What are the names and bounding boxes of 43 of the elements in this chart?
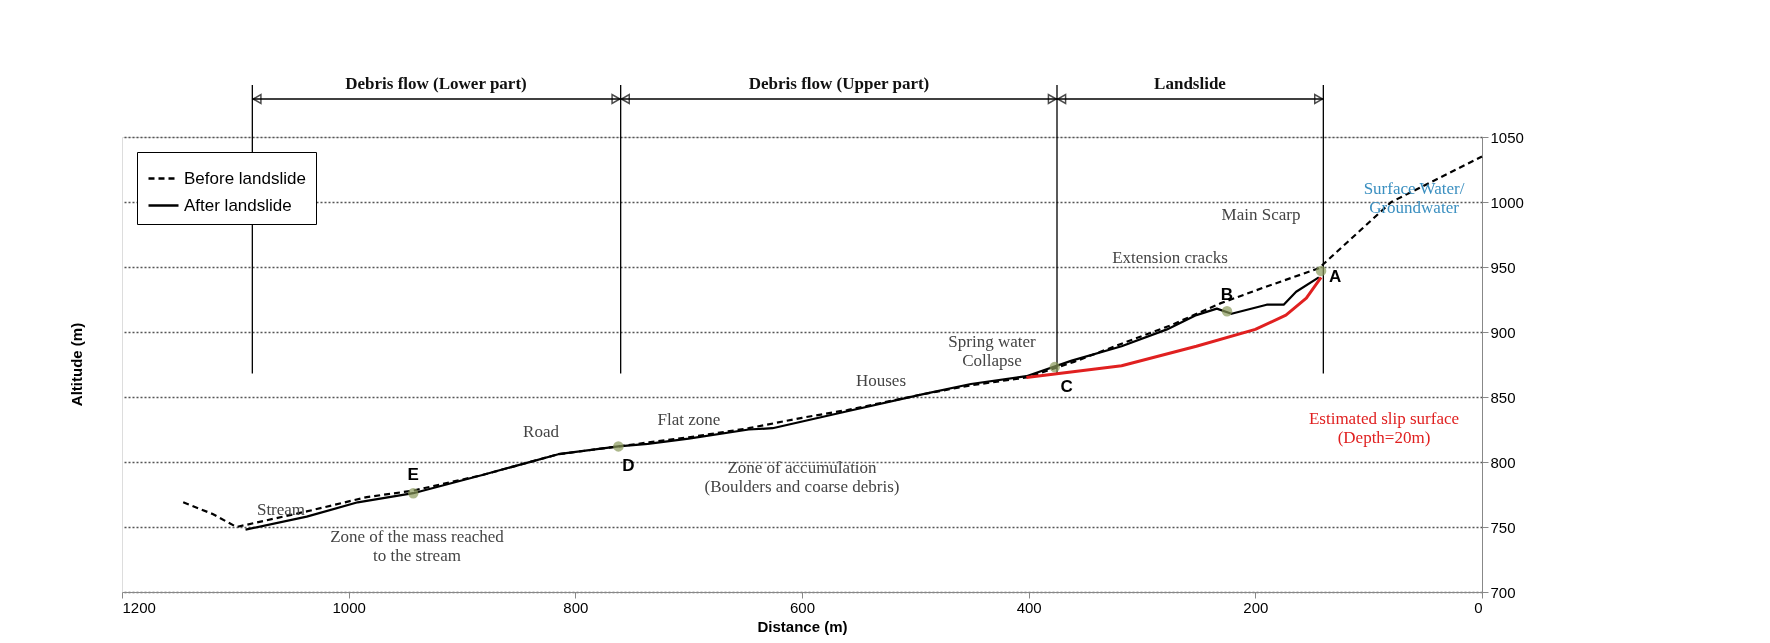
y-tick-label: 750 xyxy=(1490,518,1516,536)
point xyxy=(613,441,624,452)
legend-label: Before landslide xyxy=(184,168,306,188)
annotation: Stream xyxy=(256,500,306,519)
annotation: Flat zone xyxy=(657,410,721,429)
x-tick-label: 400 xyxy=(1016,598,1042,616)
x-tick-label: 1000 xyxy=(332,598,366,616)
point xyxy=(1049,361,1060,373)
y-tick-label: 950 xyxy=(1490,258,1516,276)
point xyxy=(408,487,419,499)
y-tick-label: 700 xyxy=(1490,583,1516,601)
data-label: B xyxy=(1220,285,1234,305)
y-tick-label: 1050 xyxy=(1490,128,1524,146)
data-label: D xyxy=(622,456,635,476)
data-label: E xyxy=(407,465,419,485)
annotation: Main Scarp xyxy=(1221,205,1301,224)
x-tick-label: 800 xyxy=(563,598,589,616)
y-tick-label: 800 xyxy=(1490,453,1516,471)
y-tick-label: 900 xyxy=(1490,323,1516,341)
y-tick-label: 1000 xyxy=(1490,193,1524,211)
text: Debris flow (Upper part) xyxy=(748,74,930,93)
annotation: Spring water Collapse xyxy=(948,332,1037,370)
annotation: Extension cracks xyxy=(1112,248,1228,267)
text: Landslide xyxy=(1154,74,1227,93)
x-tick-label: 200 xyxy=(1243,598,1269,616)
annotation: Road xyxy=(523,422,560,441)
x-axis-title: Distance (m) xyxy=(757,617,848,635)
x-tick-label: 600 xyxy=(789,598,816,616)
text: Debris flow (Lower part) xyxy=(345,74,527,93)
annotation: Surface Water/ Groundwater xyxy=(1363,179,1465,217)
y-axis-title: Altitude (m) xyxy=(68,322,85,407)
data-label: A xyxy=(1328,266,1342,286)
y-tick-label: 850 xyxy=(1490,388,1516,406)
annotation: Houses xyxy=(855,371,907,390)
annotation: Zone of accumulation (Boulders and coarse debris) xyxy=(704,458,900,496)
x-tick-label: 0 xyxy=(1474,598,1483,616)
annotation: Zone of the mass reached to the stream xyxy=(330,527,505,565)
data-label: C xyxy=(1060,377,1073,397)
point xyxy=(1221,305,1233,317)
legend-label: After landslide xyxy=(184,195,292,215)
point xyxy=(1315,265,1327,277)
x-tick-label: 1200 xyxy=(122,598,156,616)
annotation: Estimated slip surface (Depth=20m) xyxy=(1308,409,1460,447)
